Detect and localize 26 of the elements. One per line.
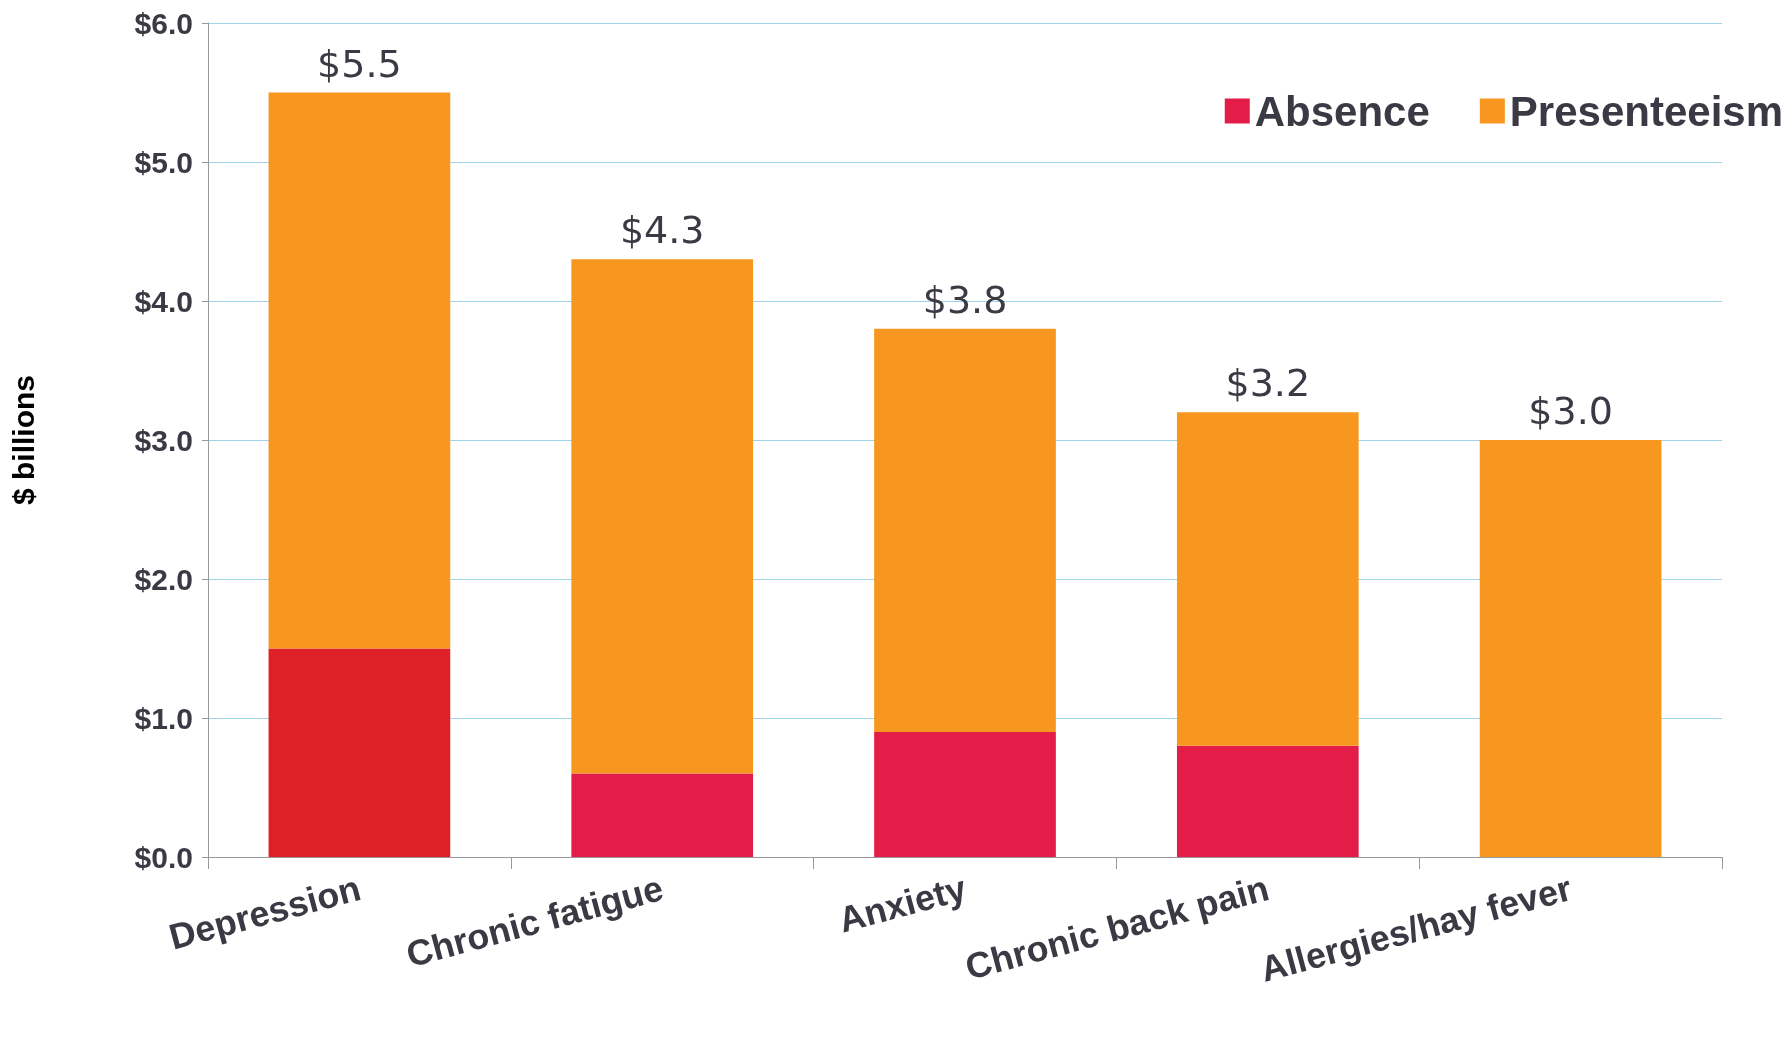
y-tick-label: $4.0: [134, 284, 193, 318]
total-label: $3.0: [1528, 389, 1613, 433]
bar: [874, 328, 1056, 732]
x-tick-label: Chronic fatigue: [401, 867, 668, 976]
bar: [571, 259, 754, 774]
total-label: $4.3: [619, 208, 705, 253]
bar: [1176, 745, 1359, 857]
bar: [268, 92, 451, 649]
total-label: $5.5: [317, 41, 402, 86]
legend-label: Absence: [1254, 87, 1430, 135]
bar: [268, 648, 451, 857]
bar: [1176, 412, 1359, 746]
y-tick-label: $5.0: [134, 145, 193, 179]
bar: [1479, 440, 1662, 857]
y-tick-label: $1.0: [134, 701, 193, 735]
x-tick-label: Anxiety: [834, 867, 971, 941]
y-axis-title: $ billions: [6, 374, 40, 506]
bar: [874, 731, 1056, 857]
bar: [571, 773, 754, 857]
y-tick-label: $0.0: [134, 840, 193, 874]
y-tick-label: $2.0: [134, 562, 193, 596]
total-label: $3.2: [1225, 361, 1311, 406]
legend-label: Presenteeism: [1509, 87, 1784, 135]
y-tick-label: $6.0: [134, 6, 193, 40]
total-label: $3.8: [922, 277, 1008, 322]
y-tick-label: $3.0: [134, 423, 193, 457]
